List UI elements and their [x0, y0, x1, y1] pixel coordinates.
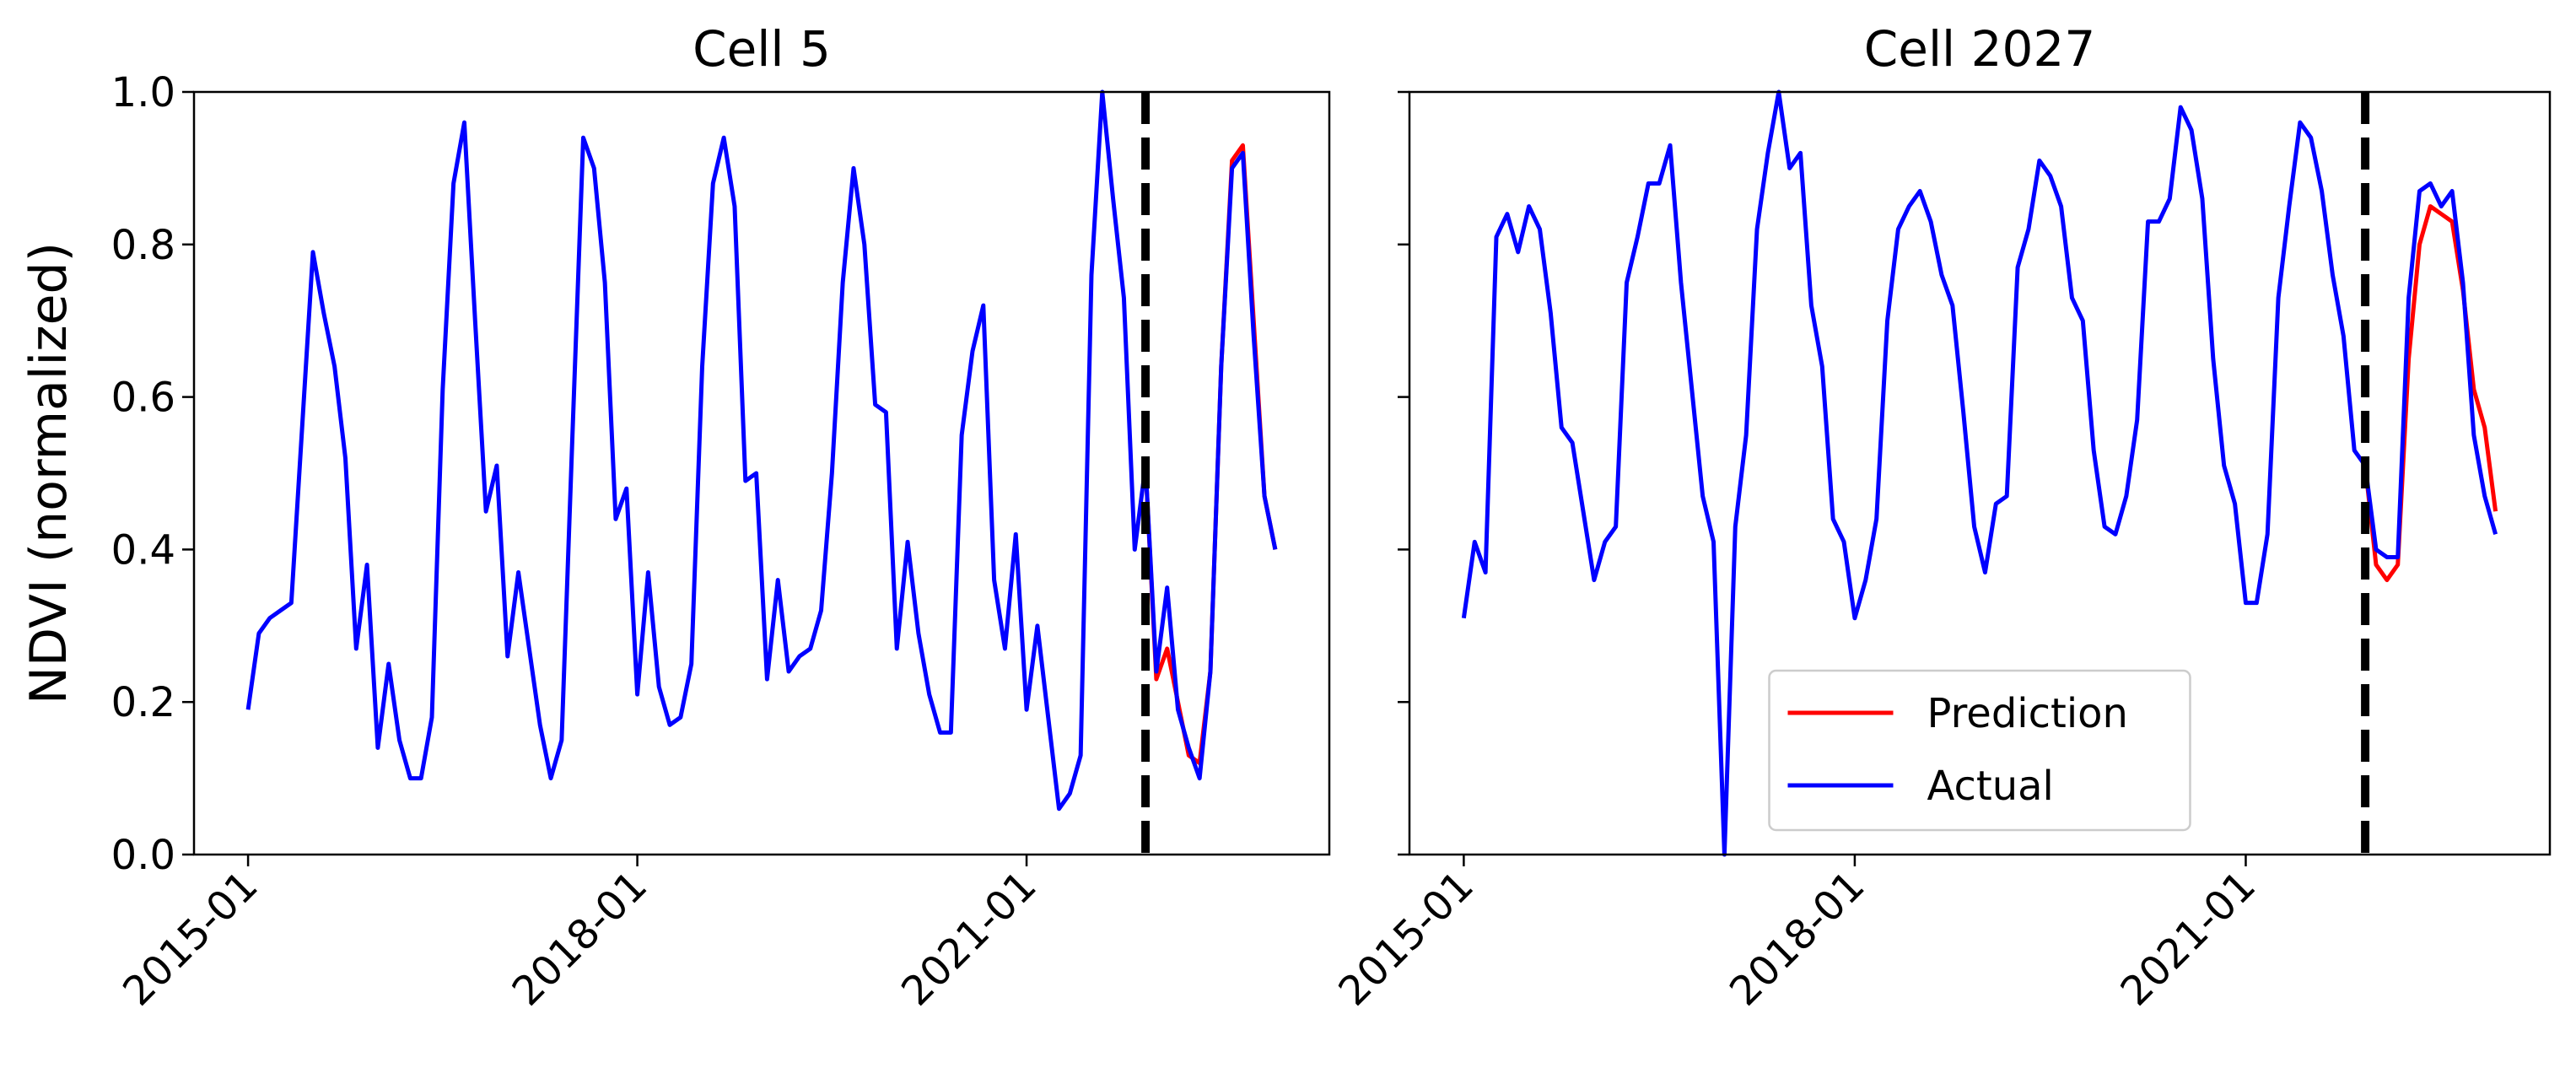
x-tick-label: 2015-01	[114, 862, 267, 1015]
series-line	[1461, 89, 2498, 857]
series-line	[2363, 204, 2498, 583]
subplot-title: Cell 2027	[1864, 20, 2095, 78]
subplot: Cell 5 NDVI (normalized) 0.0 0.2 0.4 0.6 0.8 1.…	[19, 20, 1331, 1015]
legend: Prediction Actual	[1768, 669, 2191, 832]
series-line	[245, 89, 1278, 812]
y-tick-label: 0.6	[111, 375, 175, 422]
y-tick-label: 0.4	[111, 526, 175, 574]
subplot-title: Cell 5	[693, 20, 831, 78]
y-tick-label: 0.8	[111, 222, 175, 269]
legend-box	[1768, 669, 2191, 832]
x-tick-label: 2018-01	[1721, 862, 1873, 1015]
x-tick-label: 2021-01	[892, 862, 1045, 1015]
axes-frame	[1408, 90, 2552, 856]
x-tick-label: 2015-01	[1329, 862, 1482, 1015]
y-tick-label: 0.2	[111, 679, 175, 726]
y-tick-label: 1.0	[111, 69, 175, 116]
y-axis-label: NDVI (normalized)	[19, 242, 78, 704]
y-tick-label: 0.0	[111, 832, 175, 879]
x-tick-label: 2021-01	[2112, 862, 2265, 1015]
axes-frame	[192, 90, 1331, 856]
legend-label: Prediction	[1927, 690, 2128, 737]
legend-label: Actual	[1927, 763, 2054, 810]
subplot: Cell 2027 2015-01 2018-01 2021-01 Prediction…	[1329, 20, 2552, 1015]
x-tick-label: 2018-01	[504, 862, 656, 1015]
